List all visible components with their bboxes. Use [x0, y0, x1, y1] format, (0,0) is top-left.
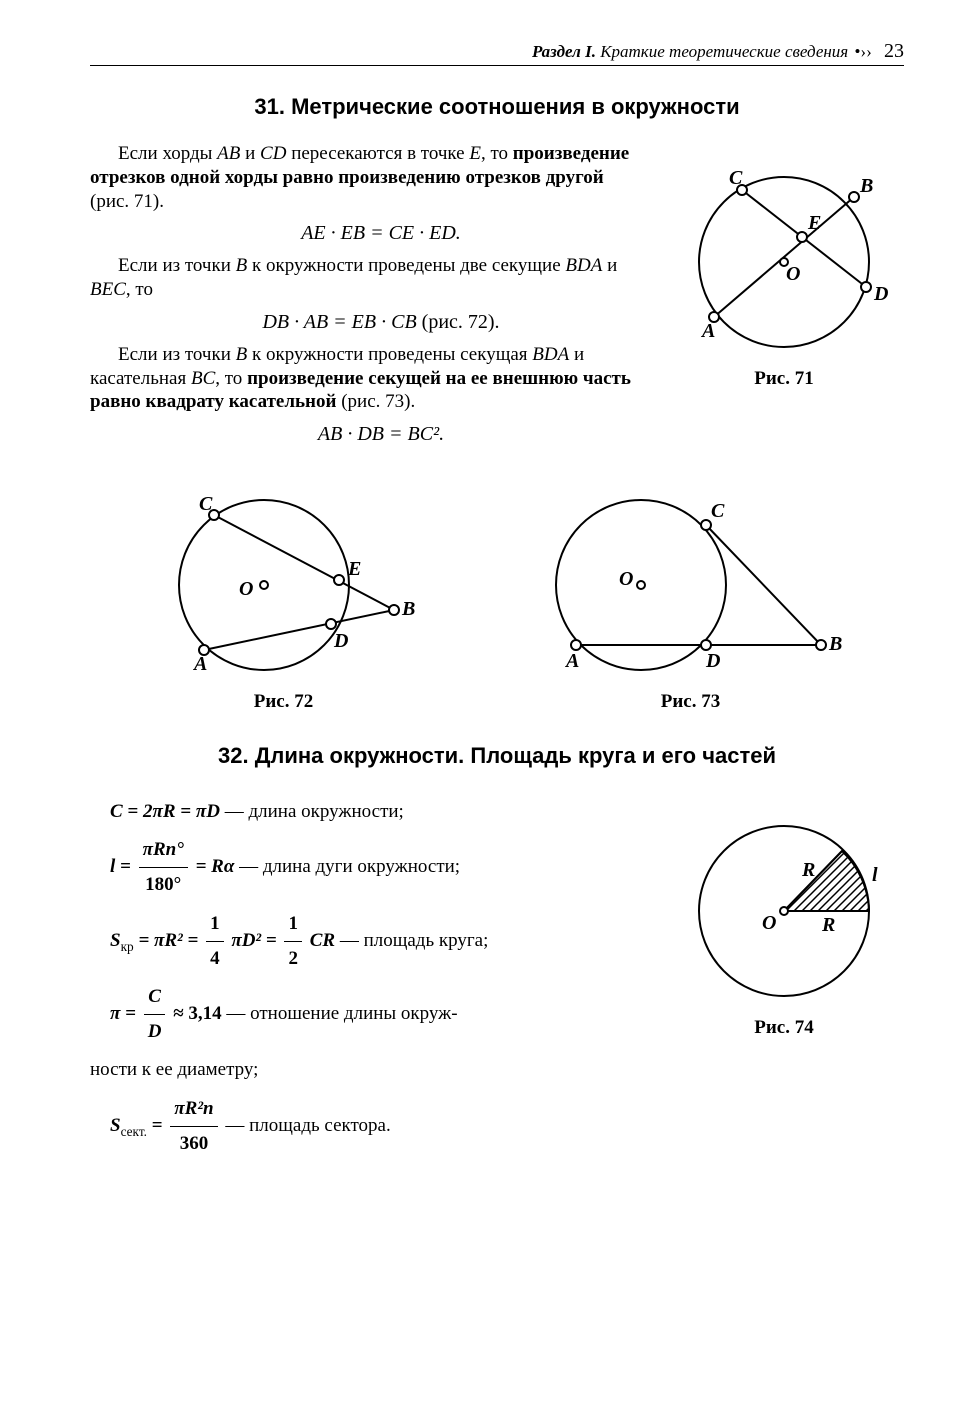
fig73-B: B [828, 633, 842, 655]
fig74-R2: R [821, 914, 835, 936]
fig72-C: C [199, 493, 213, 515]
fig72-A: A [192, 653, 207, 675]
fig73-C: C [711, 500, 725, 522]
fig73-D: D [705, 650, 720, 672]
para-secants: Если из точки B к окружности проведены д… [90, 254, 644, 302]
fig71-B: B [859, 175, 873, 197]
section-31-text: Если хорды AB и CD пересекаются в точке … [90, 142, 644, 455]
page-header: Раздел I. Краткие теоретические сведения… [90, 40, 904, 66]
formula-secants: DB · AB = EB · CB (рис. 72). [90, 310, 644, 335]
fig73-caption: Рис. 73 [661, 691, 721, 713]
fig74-caption: Рис. 74 [754, 1017, 814, 1039]
fig73-A: A [564, 650, 579, 672]
fig71-E: E [807, 212, 821, 234]
para-chords: Если хорды AB и CD пересекаются в точке … [90, 142, 644, 213]
section-32-title: 32. Длина окружности. Площадь круга и ег… [90, 743, 904, 769]
figure-72: A B C D E O Рис. 72 [124, 475, 444, 713]
header-section: Раздел I. [532, 42, 596, 61]
fig72-caption: Рис. 72 [254, 691, 314, 713]
fig71-O: O [786, 263, 800, 285]
section-31-title: 31. Метрические соотношения в окружности [90, 94, 904, 120]
fig74-l: l [872, 864, 878, 886]
para-tangent: Если из точки B к окружности проведены с… [90, 343, 644, 414]
formula-circle-area: Sкр = πR² = 14 πD² = 12 CR — площадь кру… [110, 907, 644, 976]
formula-arc-length: l = πRn°180° = Rα — длина дуги окружност… [110, 833, 644, 902]
fig72-D: D [333, 630, 348, 652]
fig71-A: A [700, 320, 715, 342]
formula-circumference: C = 2πR = πD — длина окружности; [110, 795, 644, 829]
fig72-B: B [401, 598, 415, 620]
figure-71: A B C D E O Рис. 71 [664, 142, 904, 390]
formula-sector-area: Sсект. = πR²n360 — площадь сектора. [110, 1092, 644, 1161]
figure-74: O R R l Рис. 74 [664, 791, 904, 1039]
fig71-caption: Рис. 71 [754, 368, 814, 390]
fig74-O: O [762, 912, 776, 934]
fig72-O: O [239, 578, 253, 600]
header-page: 23 [884, 40, 904, 62]
fig73-O: O [619, 568, 633, 590]
fig72-E: E [347, 558, 361, 580]
header-marker: •›› [854, 42, 871, 61]
header-title: Краткие теоретические сведения [600, 42, 848, 61]
formula-chords: AE · EB = CE · ED. [90, 221, 644, 246]
fig71-C: C [729, 167, 743, 189]
figure-73: A B C D O Рис. 73 [511, 475, 871, 713]
formula-tangent: AB · DB = BC². [90, 422, 644, 447]
formula-pi: π = CD ≈ 3,14 — отношение длины окруж- [110, 980, 644, 1049]
section-32-formulas: C = 2πR = πD — длина окружности; l = πRn… [90, 791, 644, 1165]
formula-pi-cont: ности к ее диаметру; [90, 1053, 644, 1087]
fig71-D: D [873, 283, 888, 305]
fig74-R1: R [801, 859, 815, 881]
